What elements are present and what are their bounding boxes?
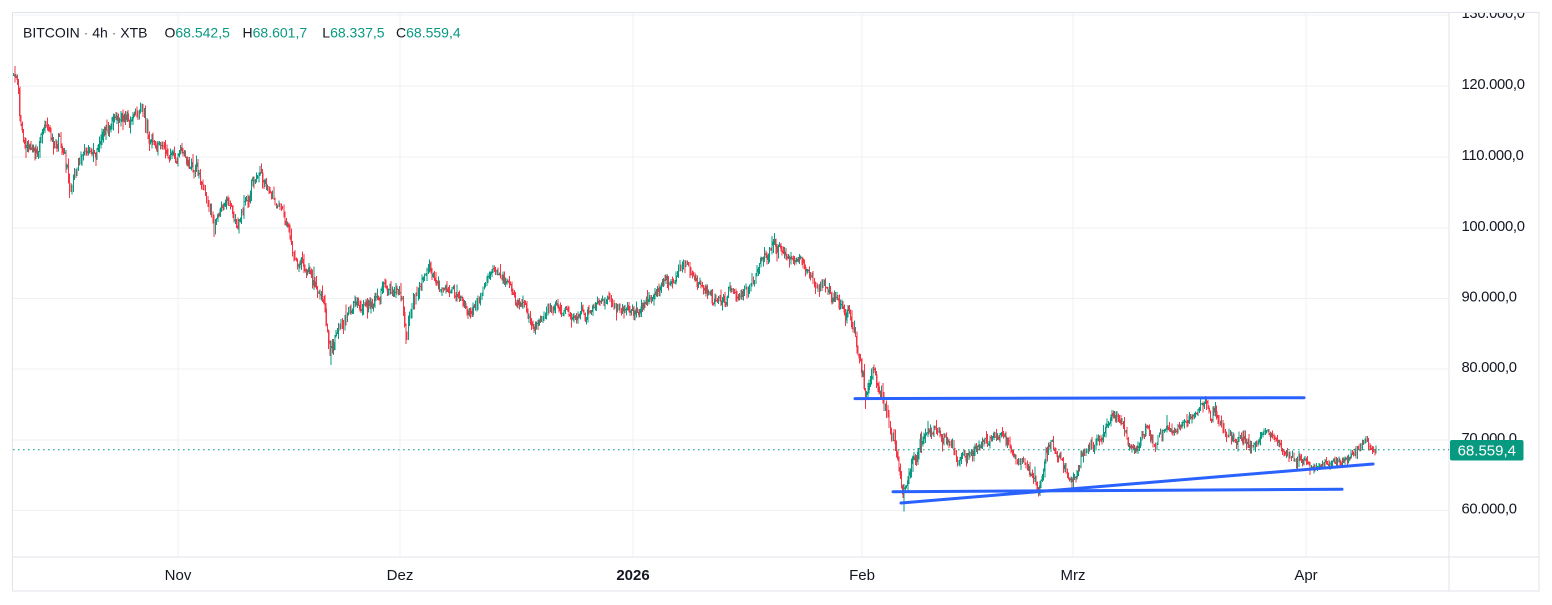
svg-text:68.559,4: 68.559,4 (1458, 443, 1516, 460)
svg-text:Feb: Feb (849, 567, 875, 584)
svg-text:Dez: Dez (387, 567, 414, 584)
svg-text:60.000,0: 60.000,0 (1462, 501, 1517, 517)
svg-text:80.000,0: 80.000,0 (1462, 360, 1517, 376)
svg-text:110.000,0: 110.000,0 (1462, 148, 1524, 164)
svg-text:90.000,0: 90.000,0 (1462, 289, 1517, 305)
svg-text:Nov: Nov (165, 567, 192, 584)
svg-text:130.000,0: 130.000,0 (1462, 6, 1525, 22)
svg-text:Apr: Apr (1294, 567, 1317, 584)
svg-text:100.000,0: 100.000,0 (1462, 219, 1525, 235)
svg-text:120.000,0: 120.000,0 (1462, 77, 1525, 93)
svg-text:2026: 2026 (616, 567, 649, 584)
svg-text:Mrz: Mrz (1061, 567, 1086, 584)
